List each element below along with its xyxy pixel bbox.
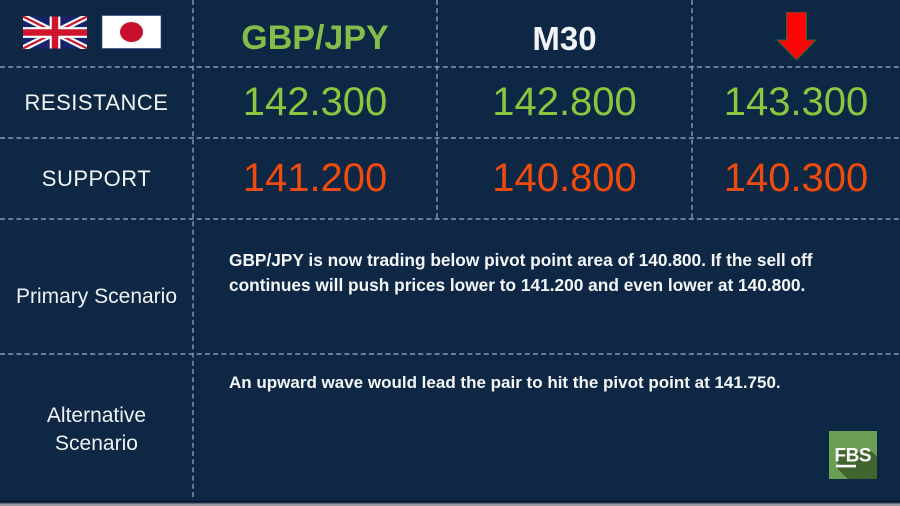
svg-text:FBS: FBS — [835, 446, 872, 467]
svg-text:FBS: FBS — [854, 465, 877, 479]
